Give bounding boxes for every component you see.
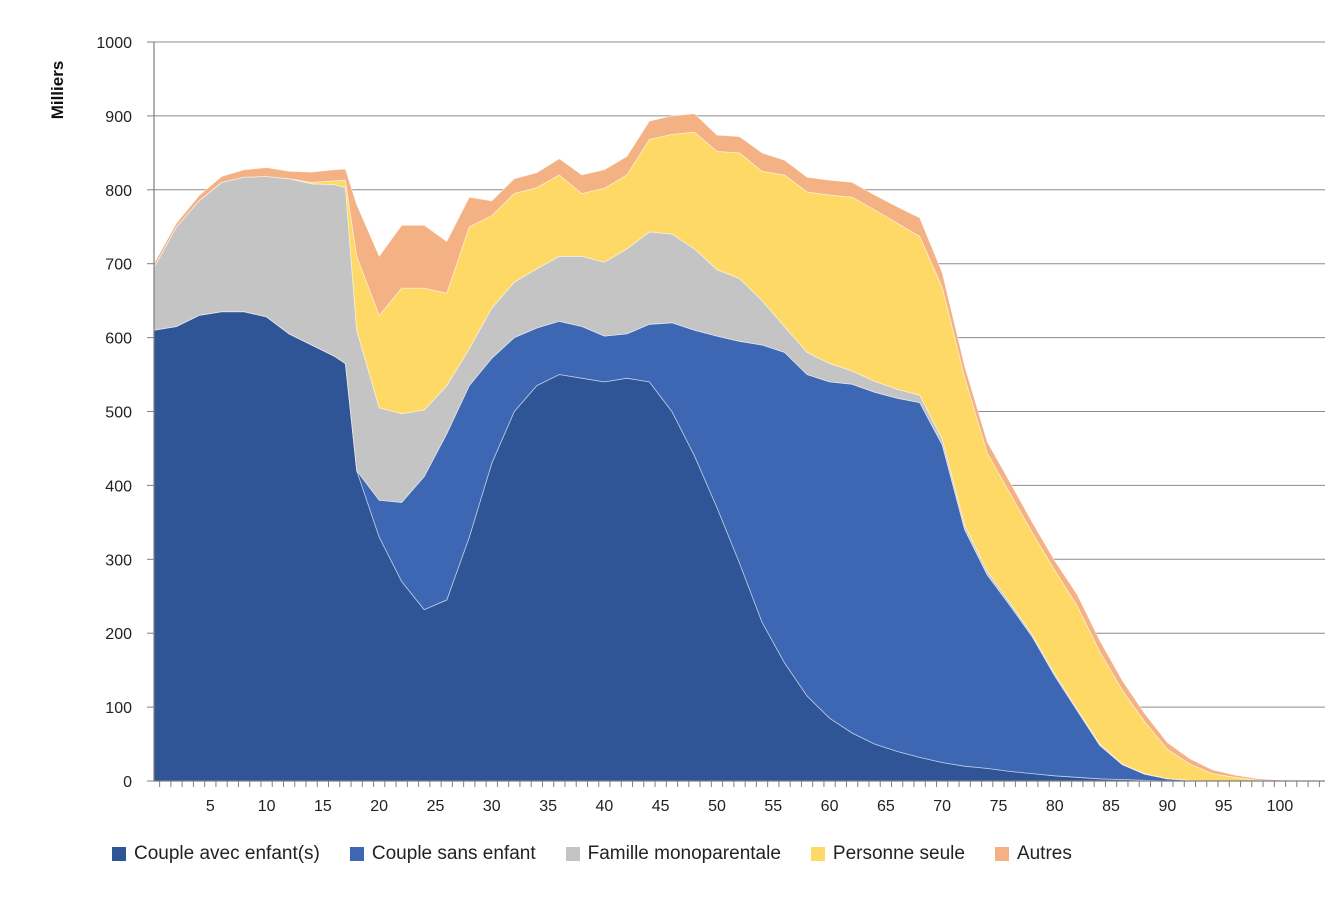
y-tick-label: 0 bbox=[123, 774, 132, 791]
y-tick-label: 100 bbox=[105, 700, 132, 717]
x-tick-label: 25 bbox=[427, 798, 445, 815]
x-tick-label: 45 bbox=[652, 798, 670, 815]
legend-swatch bbox=[565, 847, 580, 861]
legend-item: Couple sans enfant bbox=[349, 843, 536, 865]
y-tick-label: 600 bbox=[105, 331, 132, 348]
x-tick-label: 70 bbox=[933, 798, 951, 815]
x-tick-label: 80 bbox=[1046, 798, 1064, 815]
x-tick-label: 40 bbox=[595, 798, 613, 815]
x-tick-label: 55 bbox=[764, 798, 782, 815]
legend-label: Famille monoparentale bbox=[587, 843, 781, 864]
y-tick-label: 300 bbox=[105, 552, 132, 569]
x-tick-label: 15 bbox=[314, 798, 332, 815]
x-tick-label: 75 bbox=[990, 798, 1008, 815]
x-tick-label: 90 bbox=[1158, 798, 1176, 815]
y-tick-label: 500 bbox=[105, 405, 132, 422]
legend-swatch bbox=[349, 847, 364, 861]
legend-swatch bbox=[994, 847, 1009, 861]
legend-item: Famille monoparentale bbox=[565, 843, 781, 865]
x-tick-label: 95 bbox=[1215, 798, 1233, 815]
x-tick-label: 5 bbox=[206, 798, 215, 815]
legend-item: Personne seule bbox=[810, 843, 965, 865]
x-tick-label: 20 bbox=[370, 798, 388, 815]
y-tick-label: 700 bbox=[105, 257, 132, 274]
legend-label: Couple sans enfant bbox=[371, 843, 536, 864]
x-tick-label: 85 bbox=[1102, 798, 1120, 815]
y-tick-label: 900 bbox=[105, 109, 132, 126]
y-tick-label: 400 bbox=[105, 478, 132, 495]
legend-item: Couple avec enfant(s) bbox=[112, 843, 320, 865]
legend-label: Couple avec enfant(s) bbox=[134, 843, 320, 864]
legend-swatch bbox=[810, 847, 825, 861]
legend: Couple avec enfant(s) Couple sans enfant F… bbox=[112, 843, 1102, 865]
x-tick-label: 65 bbox=[877, 798, 895, 815]
x-tick-label: 10 bbox=[258, 798, 276, 815]
x-tick-label: 100 bbox=[1267, 798, 1294, 815]
y-tick-label: 1000 bbox=[96, 35, 132, 52]
y-tick-label: 200 bbox=[105, 626, 132, 643]
area-series bbox=[153, 113, 1325, 782]
legend-swatch bbox=[112, 847, 126, 861]
y-axis-label: Milliers bbox=[48, 61, 67, 120]
x-tick-label: 50 bbox=[708, 798, 726, 815]
x-tick-label: 60 bbox=[821, 798, 839, 815]
x-tick-label: 35 bbox=[539, 798, 557, 815]
x-tick-label: 30 bbox=[483, 798, 501, 815]
legend-item: Autres bbox=[994, 843, 1072, 865]
y-tick-label: 800 bbox=[105, 183, 132, 200]
legend-label: Personne seule bbox=[832, 843, 965, 864]
axes: 0 100 200 300 400 500 600 700 800 900 1000 5 10 15 20 2… bbox=[96, 35, 1325, 815]
legend-label: Autres bbox=[1016, 843, 1072, 864]
